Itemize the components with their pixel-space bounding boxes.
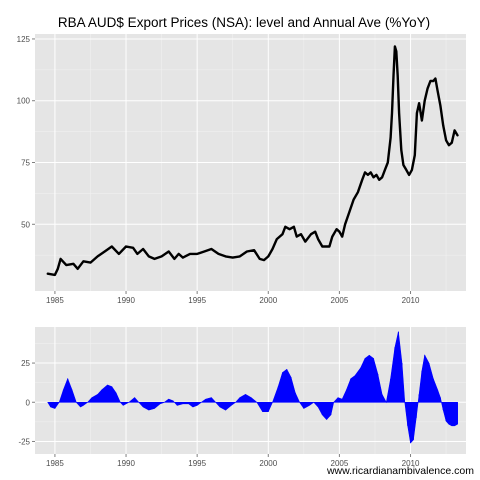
- yoy-change-panel: 1985 1990 1995 2000 2005 2010 -25 0 25: [18, 327, 466, 468]
- y-tick-label: 100: [17, 97, 31, 106]
- y-tick-label: 75: [21, 159, 30, 168]
- y-tick-label: 0: [26, 398, 31, 407]
- y-tick-label: 50: [21, 220, 30, 229]
- x-tick-label: 1985: [46, 459, 64, 468]
- x-tick-label: 2010: [402, 296, 420, 305]
- x-tick-label: 1995: [188, 459, 206, 468]
- y-tick-label: 125: [17, 35, 31, 44]
- x-tick-label: 2000: [259, 459, 277, 468]
- x-tick-label: 1995: [188, 296, 206, 305]
- credit-text: www.ricardianambivalence.com: [326, 465, 474, 477]
- x-tick-label: 1985: [46, 296, 64, 305]
- level-panel: 1985 1990 1995 2000 2005 2010 50 75 100 125: [17, 34, 466, 305]
- x-tick-label: 1990: [117, 459, 135, 468]
- x-tick-label: 2010: [402, 459, 420, 468]
- x-tick-label: 2000: [259, 296, 277, 305]
- x-tick-label: 2005: [331, 459, 349, 468]
- level-series-line: [46, 45, 459, 277]
- x-tick-label: 1990: [117, 296, 135, 305]
- y-tick-label: 25: [21, 359, 30, 368]
- y-tick-label: -25: [18, 437, 30, 446]
- x-tick-label: 2005: [331, 296, 349, 305]
- chart-title: RBA AUD$ Export Prices (NSA): level and …: [58, 15, 430, 30]
